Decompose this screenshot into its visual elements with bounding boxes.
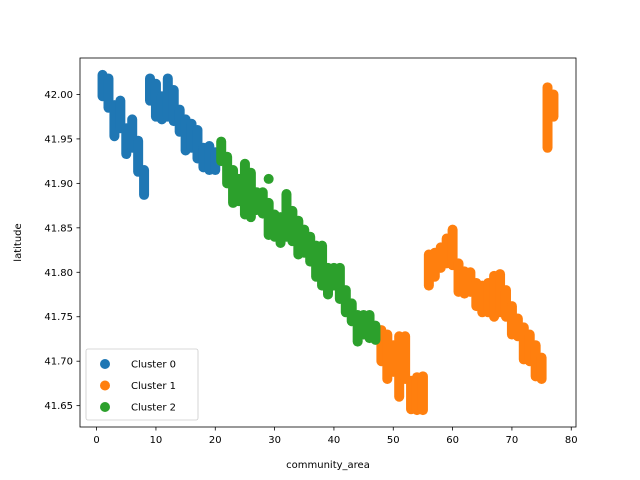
x-tick-label: 0 bbox=[93, 435, 99, 446]
series-cluster-0 bbox=[97, 69, 221, 200]
y-tick-label: 41.65 bbox=[44, 401, 73, 412]
legend: Cluster 0 Cluster 1 Cluster 2 bbox=[85, 348, 199, 421]
legend-frame bbox=[85, 348, 199, 421]
x-tick-label: 30 bbox=[268, 435, 281, 446]
data-layer bbox=[97, 69, 559, 416]
y-tick-label: 42.00 bbox=[44, 90, 73, 101]
series-cluster-1 bbox=[376, 82, 559, 416]
y-tick-label: 41.85 bbox=[44, 223, 73, 234]
x-axis-label: community_area bbox=[286, 460, 370, 471]
y-tick-label: 41.80 bbox=[44, 268, 73, 279]
x-tick-label: 40 bbox=[328, 435, 341, 446]
scatter-point bbox=[263, 173, 274, 184]
x-tick-label: 20 bbox=[209, 435, 222, 446]
x-tick-label: 80 bbox=[565, 435, 578, 446]
x-tick-label: 60 bbox=[446, 435, 459, 446]
legend-label: Cluster 0 bbox=[131, 360, 176, 371]
x-tick-label: 70 bbox=[506, 435, 519, 446]
legend-label: Cluster 2 bbox=[131, 403, 176, 414]
legend-label: Cluster 1 bbox=[131, 381, 176, 392]
y-tick-label: 41.70 bbox=[44, 357, 73, 368]
y-axis: 41.65 41.70 41.75 41.80 41.85 41.90 41.95 42.00 bbox=[44, 90, 80, 412]
y-tick-label: 41.90 bbox=[44, 179, 73, 190]
x-axis: 0 10 20 30 40 50 60 70 80 bbox=[93, 427, 578, 446]
y-tick-label: 41.95 bbox=[44, 134, 73, 145]
x-tick-label: 50 bbox=[387, 435, 400, 446]
x-tick-label: 10 bbox=[150, 435, 163, 446]
legend-marker bbox=[100, 402, 110, 412]
legend-marker bbox=[100, 380, 110, 391]
plot-frame bbox=[79, 57, 577, 428]
legend-marker bbox=[100, 359, 110, 369]
series-cluster-2 bbox=[216, 136, 381, 347]
y-axis-label: latitude bbox=[13, 223, 24, 261]
y-tick-label: 41.75 bbox=[44, 312, 73, 323]
